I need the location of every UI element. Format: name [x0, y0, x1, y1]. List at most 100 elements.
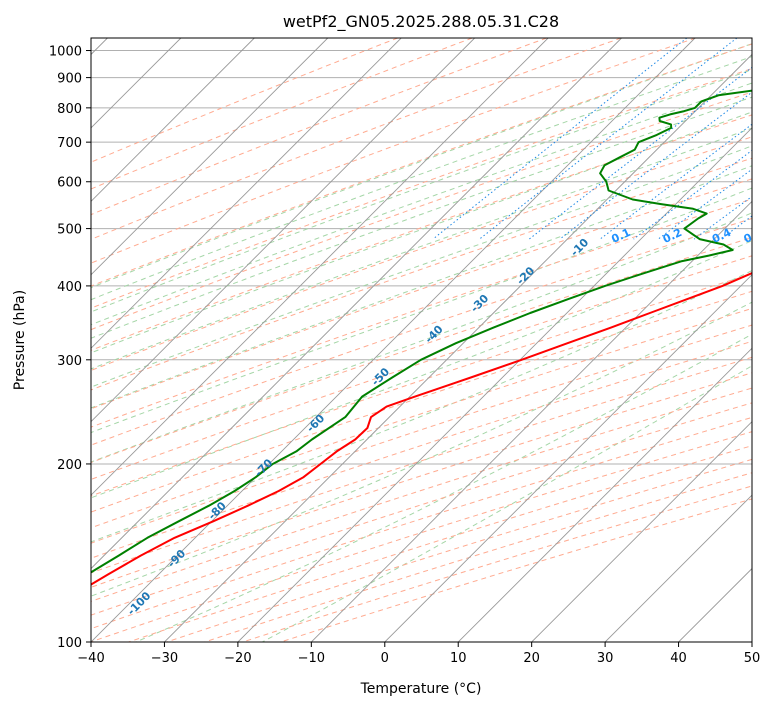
y-axis: 100 200 300 400 500 600 700 800 900 1000 — [49, 45, 91, 651]
isotherm-line — [311, 200, 752, 642]
x-tick-label: 0 — [381, 651, 389, 666]
isotherm-line — [384, 274, 752, 642]
moist-adiabat-line — [91, 96, 752, 339]
isotherm-line — [91, 38, 475, 423]
plot-area: -100-90-80-70-60-50-40-30-20-100.1 0.2 0.4… — [91, 38, 775, 642]
dry-adiabats — [91, 38, 752, 642]
temperature-profile — [91, 271, 752, 586]
dry-adiabat-line — [91, 236, 752, 464]
isotherm-line — [604, 494, 752, 642]
y-tick-label: 200 — [57, 458, 82, 473]
y-axis-label: Pressure (hPa) — [12, 290, 28, 390]
isotherm-line — [457, 347, 752, 642]
mixing-ratio-line — [759, 38, 775, 239]
moist-adiabats — [91, 43, 752, 642]
mixing-ratio-line — [657, 168, 752, 240]
dry-adiabat-line — [91, 38, 398, 163]
isotherm-line — [531, 421, 752, 642]
y-tick-label: 700 — [57, 136, 82, 151]
dry-adiabat-line — [91, 402, 752, 616]
dry-adiabat-line — [91, 255, 752, 480]
x-tick-label: 30 — [597, 651, 614, 666]
moist-adiabat-line — [135, 333, 752, 642]
mixing-ratio-line — [693, 195, 752, 240]
isotherm-line — [91, 38, 402, 349]
dry-adiabat-line — [204, 472, 752, 642]
y-tick-label: 800 — [57, 102, 82, 117]
sounding-series — [91, 89, 752, 586]
moist-adiabat-line — [91, 187, 752, 434]
moist-adiabat-line — [91, 240, 752, 499]
moist-adiabat-line — [91, 301, 752, 597]
dry-adiabat-line — [91, 136, 752, 371]
dry-adiabat-line — [166, 458, 752, 642]
x-axis: −40 −30 −20 −10 0 10 20 30 40 50 — [77, 642, 760, 666]
mixing-ratio-label: 0.6 — [742, 226, 765, 246]
dry-adiabat-line — [91, 38, 696, 264]
plot-frame — [90, 37, 753, 643]
moist-adiabat-line — [91, 270, 752, 543]
dry-adiabat-label: -80 — [206, 499, 229, 522]
pressure-gridlines — [91, 50, 752, 642]
dry-adiabat-line — [91, 38, 473, 190]
isotherm-line — [91, 38, 622, 570]
y-tick-label: 500 — [57, 223, 82, 238]
isotherm-line — [751, 641, 752, 642]
x-tick-label: −30 — [151, 651, 178, 666]
dry-adiabat-line — [91, 157, 752, 391]
dry-adiabat-line — [91, 324, 752, 544]
x-tick-label: 20 — [523, 651, 540, 666]
dry-adiabat-line — [91, 67, 752, 309]
dry-adiabat-label: -100 — [125, 589, 154, 618]
moist-adiabat-line — [91, 212, 752, 463]
dry-adiabat-line — [91, 416, 752, 630]
dry-adiabat-line — [91, 307, 752, 529]
x-tick-label: −20 — [224, 651, 251, 666]
isotherm-line — [164, 53, 752, 642]
dry-adiabat-line — [91, 340, 752, 559]
moist-adiabat-line — [91, 127, 752, 370]
dry-adiabat-line — [91, 91, 752, 331]
y-tick-label: 1000 — [49, 45, 82, 60]
mixing-ratio-line — [432, 38, 688, 240]
dry-adiabat-label: -20 — [514, 264, 537, 287]
isotherm-line — [678, 567, 752, 642]
isotherm-line — [91, 38, 549, 496]
y-tick-label: 100 — [57, 636, 82, 651]
moist-adiabat-line — [91, 55, 752, 301]
moist-adiabat-line — [91, 111, 752, 354]
x-tick-label: 10 — [450, 651, 467, 666]
dry-adiabat-line — [91, 43, 752, 287]
dry-adiabat-line — [91, 290, 752, 513]
y-tick-label: 400 — [57, 280, 82, 295]
y-tick-label: 900 — [57, 72, 82, 87]
y-tick-label: 600 — [57, 176, 82, 191]
moist-adiabat-line — [91, 82, 752, 326]
moist-adiabat-line — [91, 69, 752, 313]
isotherm-line — [91, 38, 329, 276]
isotherm-line — [237, 127, 752, 642]
y-tick-label: 300 — [57, 354, 82, 369]
isotherm-line — [91, 38, 696, 642]
x-tick-label: −40 — [77, 651, 104, 666]
x-tick-label: 50 — [744, 651, 761, 666]
dry-adiabat-line — [91, 387, 752, 602]
dry-adiabat-line — [91, 178, 752, 410]
dry-adiabat-line — [91, 38, 622, 240]
x-axis-label: Temperature (°C) — [360, 681, 482, 697]
isotherm-line — [91, 38, 255, 202]
dewpoint-profile — [91, 89, 752, 574]
moist-adiabat-line — [91, 165, 752, 409]
mixing-ratio-line — [633, 149, 752, 240]
dry-adiabat-label: -10 — [568, 236, 591, 259]
isotherms — [91, 38, 752, 642]
moist-adiabat-line — [91, 43, 752, 289]
dry-adiabat-line — [91, 217, 752, 446]
dry-adiabat-line — [91, 114, 752, 351]
moist-adiabat-line — [91, 145, 752, 388]
mixing-ratio-line — [479, 38, 738, 240]
dry-adiabat-line — [280, 498, 752, 642]
dry-adiabat-line — [91, 273, 752, 497]
dry-adiabat-line — [91, 372, 752, 588]
